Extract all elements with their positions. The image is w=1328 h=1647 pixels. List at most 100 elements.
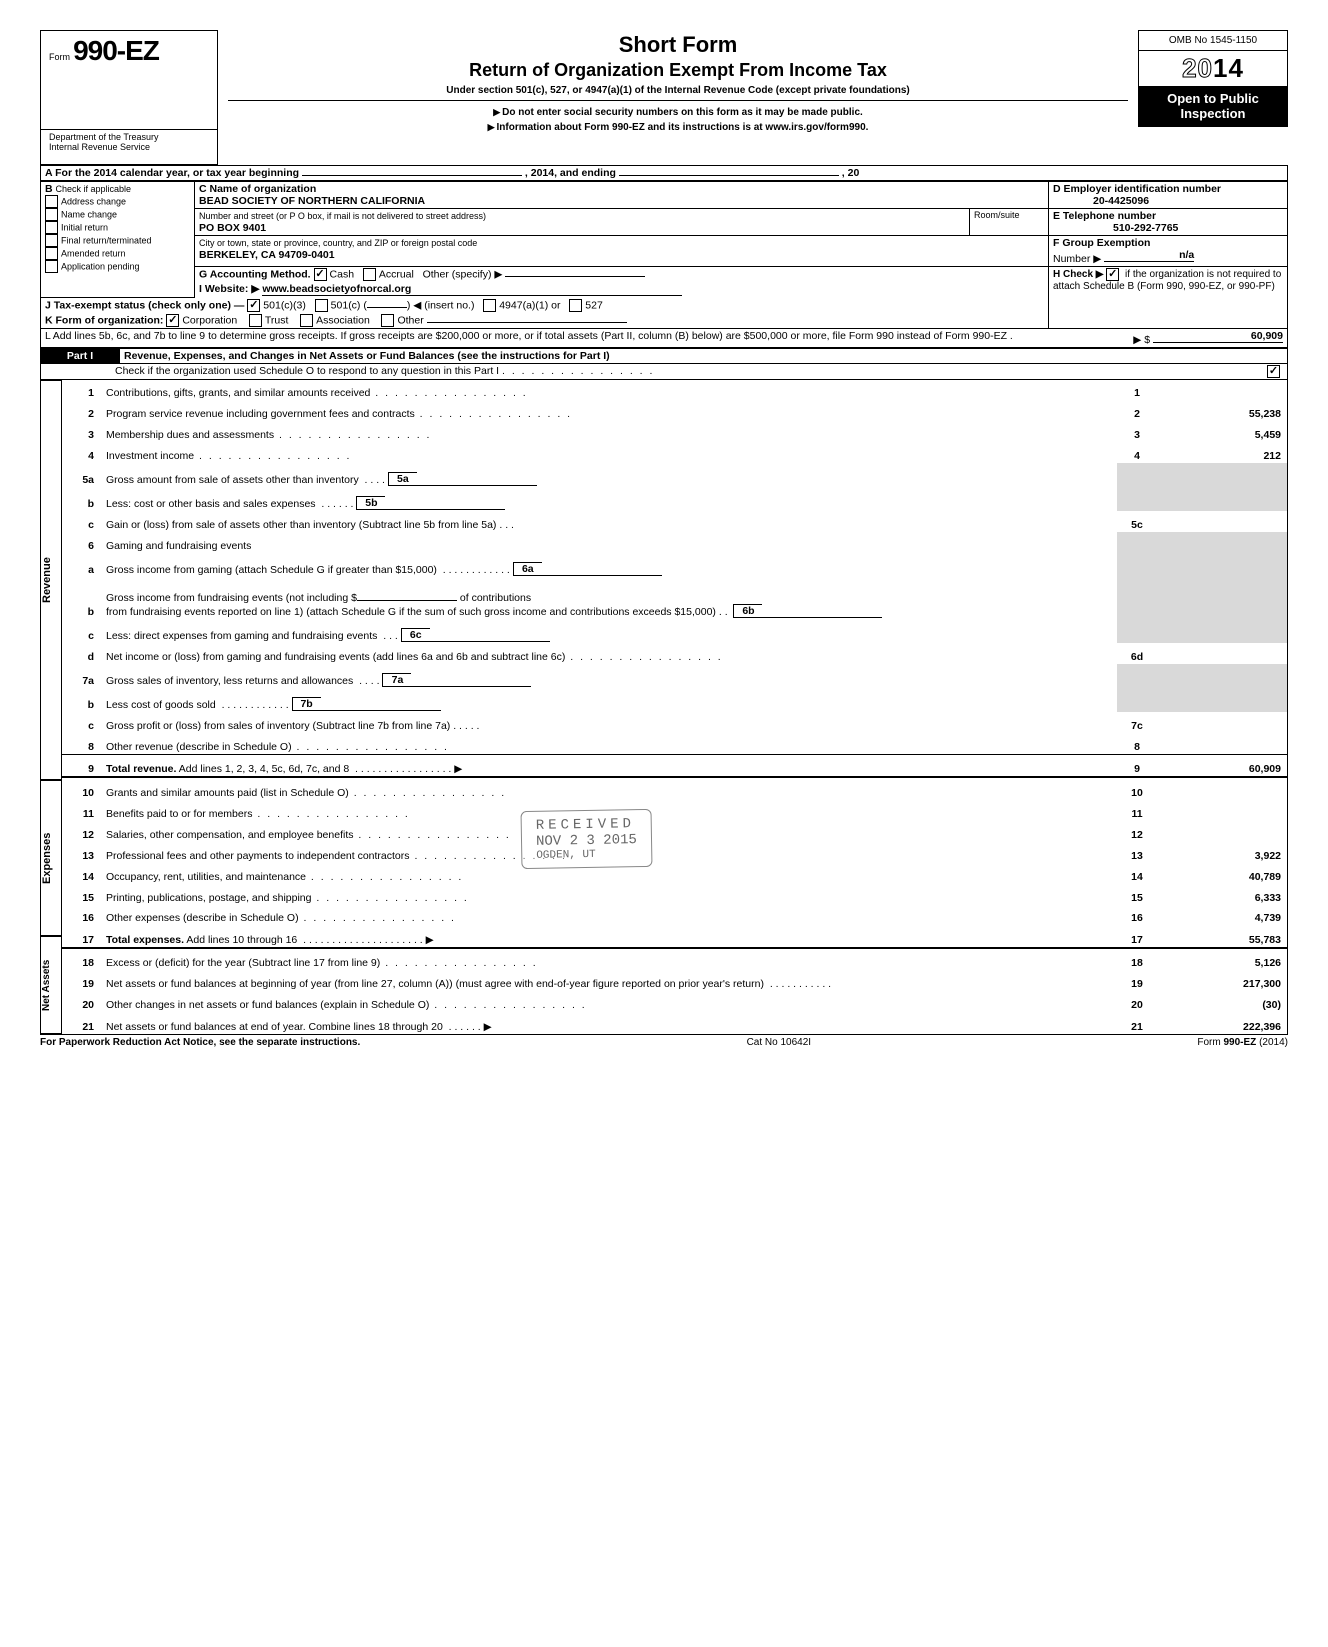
cell-h: H Check ▶ ✓ if the organization is not r… [1049, 267, 1288, 329]
line-6-val-shaded [1157, 532, 1287, 553]
line-11-val [1157, 800, 1287, 821]
line-7c-val [1157, 712, 1287, 733]
line-10-val [1157, 777, 1287, 799]
checkbox-name-change[interactable] [45, 208, 58, 221]
line-2-val: 55,238 [1157, 400, 1287, 421]
line-8: 8Other revenue (describe in Schedule O)8 [62, 733, 1287, 755]
line-21-val: 222,396 [1157, 1012, 1287, 1033]
line-3-text: Membership dues and assessments [102, 421, 1117, 442]
line-2-no: 2 [62, 400, 102, 421]
line-5b-text: Less: cost or other basis and sales expe… [102, 487, 1117, 511]
checkbox-h[interactable]: ✓ [1106, 268, 1119, 281]
line-6-no: 6 [62, 532, 102, 553]
line-8-no: 8 [62, 733, 102, 755]
line-9-no: 9 [62, 754, 102, 777]
opt-other-org: Other [397, 314, 423, 326]
opt-corporation: Corporation [182, 314, 237, 326]
line-6a-no: a [62, 553, 102, 577]
opt-other-specify: Other (specify) ▶ [423, 268, 503, 280]
label-expenses: Expenses [41, 780, 62, 936]
checkbox-cash[interactable]: ✓ [314, 268, 327, 281]
line-14-no: 14 [62, 863, 102, 884]
checkbox-trust[interactable] [249, 314, 262, 327]
line-18-box: 18 [1117, 948, 1157, 970]
part1-label: Part I [41, 348, 120, 363]
checkbox-corporation[interactable]: ✓ [166, 314, 179, 327]
opt-initial-return: Initial return [61, 222, 108, 232]
line-5a-val-shaded [1157, 463, 1287, 487]
line-6c-no: c [62, 619, 102, 643]
line-6a-text: Gross income from gaming (attach Schedul… [102, 553, 1117, 577]
line-6d-text: Net income or (loss) from gaming and fun… [102, 643, 1117, 664]
line-13-val: 3,922 [1157, 842, 1287, 863]
checkbox-application-pending[interactable] [45, 260, 58, 273]
street-value: PO BOX 9401 [199, 222, 266, 234]
row-g: G Accounting Method. ✓Cash Accrual Other… [195, 267, 1049, 283]
line-5b: bLess: cost or other basis and sales exp… [62, 487, 1287, 511]
cell-e: E Telephone number 510-292-7765 [1049, 209, 1288, 236]
line-17-box: 17 [1117, 925, 1157, 947]
cell-city: City or town, state or province, country… [195, 236, 1049, 267]
line-1-no: 1 [62, 380, 102, 401]
line-7a-box-shaded [1117, 664, 1157, 688]
checkbox-accrual[interactable] [363, 268, 376, 281]
header-info-table: B Check if applicable Address change Nam… [40, 181, 1288, 348]
line-5a-box-shaded [1117, 463, 1157, 487]
dept-box: Department of the Treasury Internal Reve… [40, 130, 218, 165]
checkbox-initial-return[interactable] [45, 221, 58, 234]
label-b: B [45, 183, 53, 195]
line-12: 12Salaries, other compensation, and empl… [62, 821, 1287, 842]
footer-left: For Paperwork Reduction Act Notice, see … [40, 1037, 360, 1048]
line-5a: 5aGross amount from sale of assets other… [62, 463, 1287, 487]
part1-check-text: Check if the organization used Schedule … [45, 365, 499, 377]
line-4: 4Investment income4212 [62, 442, 1287, 463]
checkbox-amended-return[interactable] [45, 247, 58, 260]
opt-name-change: Name change [61, 209, 117, 219]
no-ssn-line: Do not enter social security numbers on … [228, 107, 1128, 118]
row-a-label: A For the 2014 calendar year, or tax yea… [45, 167, 299, 179]
line-16-text: Other expenses (describe in Schedule O) [102, 905, 1117, 926]
line-14-val: 40,789 [1157, 863, 1287, 884]
checkbox-527[interactable] [569, 299, 582, 312]
line-4-val: 212 [1157, 442, 1287, 463]
line-1-text: Contributions, gifts, grants, and simila… [102, 380, 1117, 401]
line-8-text: Other revenue (describe in Schedule O) [102, 733, 1117, 755]
line-5c-val [1157, 511, 1287, 532]
checkbox-501c[interactable] [315, 299, 328, 312]
checkbox-address-change[interactable] [45, 195, 58, 208]
line-21: 21Net assets or fund balances at end of … [62, 1012, 1287, 1033]
row-a: A For the 2014 calendar year, or tax yea… [41, 166, 1288, 181]
open-line1: Open to Public [1141, 92, 1285, 107]
line-16-no: 16 [62, 905, 102, 926]
checkbox-final-return[interactable] [45, 234, 58, 247]
checkbox-schedule-o[interactable]: ✓ [1267, 365, 1280, 378]
open-line2: Inspection [1141, 107, 1285, 122]
no-ssn-text: Do not enter social security numbers on … [502, 107, 863, 118]
line-15-no: 15 [62, 884, 102, 905]
label-k: K Form of organization: [45, 314, 163, 326]
checkbox-501c3[interactable]: ✓ [247, 299, 260, 312]
dept-line2: Internal Revenue Service [49, 142, 209, 152]
line-10-no: 10 [62, 777, 102, 799]
line-5a-ibox: 5a [388, 472, 417, 486]
city-value: BERKELEY, CA 94709-0401 [199, 249, 335, 261]
checkbox-4947[interactable] [483, 299, 496, 312]
line-19-val: 217,300 [1157, 970, 1287, 991]
line-9-val: 60,909 [1157, 754, 1287, 777]
part1-header-table: Part I Revenue, Expenses, and Changes in… [40, 348, 1288, 380]
checkbox-other-org[interactable] [381, 314, 394, 327]
year-solid: 14 [1213, 53, 1244, 83]
line-6b-box-shaded [1117, 577, 1157, 619]
line-7c-text: Gross profit or (loss) from sales of inv… [102, 712, 1117, 733]
checkbox-association[interactable] [300, 314, 313, 327]
opt-527: 527 [585, 299, 603, 311]
line-6c-box-shaded [1117, 619, 1157, 643]
room-suite-cell: Room/suite [970, 209, 1049, 236]
phone-value: 510-292-7765 [1053, 222, 1178, 234]
row-i: I Website: ▶ www.beadsocietyofnorcal.org [195, 282, 1049, 297]
line-6a-ibox: 6a [513, 562, 542, 576]
line-7b-val-shaded [1157, 688, 1287, 712]
main-lines-wrapper: RECEIVED NOV 2 3 2015 OGDEN, UT Revenue … [40, 380, 1288, 1035]
check-if-label: Check if applicable [56, 184, 132, 194]
line-3-box: 3 [1117, 421, 1157, 442]
